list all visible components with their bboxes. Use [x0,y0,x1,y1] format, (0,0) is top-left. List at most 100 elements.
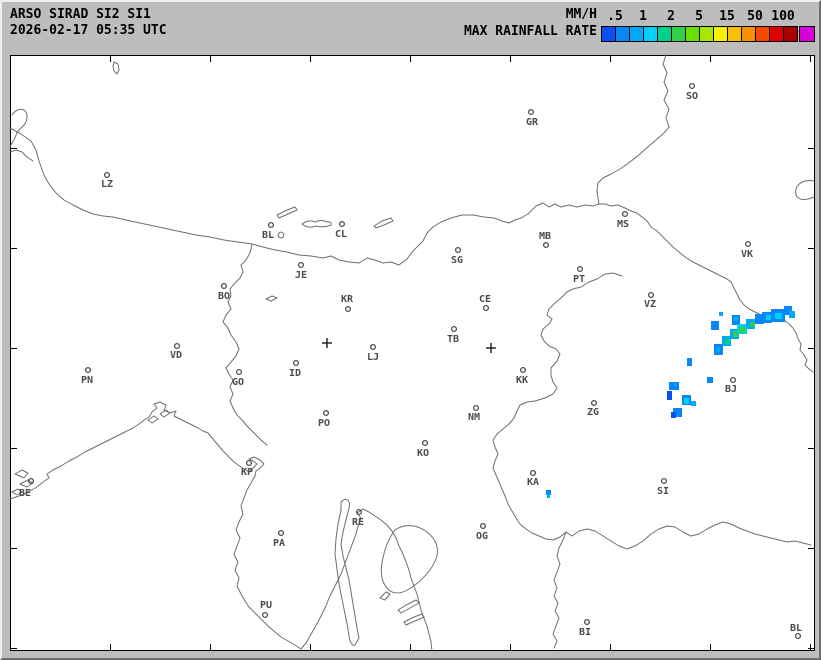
station-marker [103,171,111,179]
island-outline [147,415,159,424]
station-label: CL [335,229,347,240]
echo-pixel [775,313,782,319]
legend-color-cell [615,26,630,42]
lake-outline [265,295,278,302]
legend-colorbar: .5 1 2 5 15 50 100 [601,9,815,42]
echo-pixel [755,314,764,324]
station-marker [277,529,285,537]
lake-outline [112,61,120,75]
station-marker [529,469,537,477]
island-outline [159,409,171,418]
lake-outline [301,220,332,228]
legend-color-cell [799,26,815,42]
station-label: CE [479,294,491,305]
station-marker [482,304,490,312]
station-label: BE [19,488,31,499]
legend-tick-label: 5 [695,9,703,24]
station-label: VD [170,350,182,361]
legend-tick-label: 100 [771,9,795,24]
echo-pixel [711,321,719,330]
legend-tick-label: 1 [639,9,647,24]
echo-pixel [734,317,738,321]
station-marker [590,399,598,407]
legend-units-label: MM/H [565,7,597,22]
echo-pixel [719,312,723,316]
echo-pixel [667,391,672,400]
station-marker [794,632,802,640]
country-border [9,127,253,245]
station-marker [355,508,363,516]
island-outline [334,499,360,646]
echo-pixel [674,383,677,386]
island-outline [380,525,439,594]
station-label: SG [451,255,463,266]
station-label: LJ [367,352,379,363]
island-outline [11,488,23,496]
echo-pixel [546,490,551,495]
echo-pixel [684,398,689,404]
echo-pixel [691,401,696,406]
lake-outline [277,231,285,239]
country-border [492,272,623,541]
station-label: RE [352,517,364,528]
station-marker [660,477,668,485]
legend-tick-label: .5 [607,9,623,24]
island-outline [397,599,420,614]
echo-pixel [547,494,550,498]
station-label: MB [539,231,551,242]
country-border [552,531,567,649]
echo-pixel [707,377,713,383]
product-title: ARSO SIRAD SI2 SI1 [10,7,151,22]
station-label: LZ [101,179,113,190]
legend-tick-label: 15 [719,9,735,24]
legend-tick-label: 50 [747,9,763,24]
lake-outline [276,206,298,219]
legend-title: MAX RAINFALL RATE [463,24,597,39]
station-marker [421,439,429,447]
map-frame [10,55,815,651]
country-border [9,108,28,148]
echo-pixel [784,306,792,315]
frame-ticks [11,56,814,650]
legend-color-cell [601,26,616,42]
station-marker [688,82,696,90]
station-marker [84,366,92,374]
station-marker [292,359,300,367]
station-label: KP [241,467,253,478]
legend-color-cell [629,26,644,42]
station-label: SI [657,486,669,497]
station-marker [369,343,377,351]
station-marker [173,342,181,350]
station-label: PN [81,375,93,386]
echo-pixel [673,408,682,417]
station-label: JE [295,270,307,281]
station-marker [235,368,243,376]
station-label: ID [289,368,301,379]
legend-color-cell [671,26,686,42]
echo-pixel [671,412,676,418]
echo-pixel [725,339,730,344]
station-marker [267,221,275,229]
legend-color-cell [699,26,714,42]
station-marker [322,409,330,417]
station-label: BL [262,230,274,241]
country-border [795,180,815,200]
echo-pixel [750,322,755,327]
station-marker [519,366,527,374]
legend-color-cell [713,26,728,42]
station-label: PO [318,418,330,429]
lake-outline [373,217,394,229]
echo-pixel [687,358,692,366]
station-label: PT [573,274,585,285]
station-label: ZG [587,407,599,418]
legend-color-cell [783,26,798,42]
echo-pixel [766,315,771,320]
legend-color-cell [657,26,672,42]
station-marker [338,220,346,228]
station-label: KO [417,448,429,459]
island-outline [14,469,29,479]
station-label: PU [260,600,272,611]
station-label: NM [468,412,480,423]
legend-color-cell [769,26,784,42]
